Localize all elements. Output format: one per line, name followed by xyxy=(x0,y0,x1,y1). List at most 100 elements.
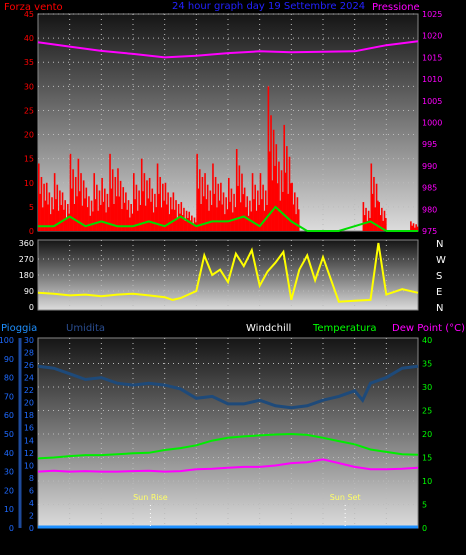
wind-bar xyxy=(93,173,96,231)
wind-bar xyxy=(100,204,102,231)
wind-bar xyxy=(283,124,286,231)
wind-bar xyxy=(48,192,51,231)
humidity-y-tick: 20 xyxy=(24,399,34,408)
wind-bar xyxy=(288,156,291,231)
wind-bar xyxy=(278,161,280,231)
wind-bar xyxy=(286,146,288,231)
wind-bar xyxy=(127,200,130,231)
wind-bar xyxy=(76,196,78,231)
wind-bar xyxy=(39,193,41,231)
direction-y-tick: 270 xyxy=(19,255,34,264)
rain-y-tick: 50 xyxy=(4,430,14,439)
wind-bar xyxy=(222,192,225,231)
wind-bar xyxy=(287,193,289,231)
p1-x-tick: 02 xyxy=(64,234,74,243)
wind-bar xyxy=(60,204,63,231)
wind-bar xyxy=(107,207,110,231)
wind-bar xyxy=(260,199,263,231)
pressure-y-tick: 1015 xyxy=(422,53,442,62)
wind-bar xyxy=(241,173,243,231)
wind-bar xyxy=(410,221,412,231)
rain-y-tick: 70 xyxy=(4,392,14,401)
wind-bar xyxy=(72,169,74,231)
wind-bar xyxy=(217,183,220,231)
wind-y-tick: 5 xyxy=(29,203,34,212)
wind-y-tick: 25 xyxy=(24,106,34,115)
pressure-y-tick: 1005 xyxy=(422,97,442,106)
wind-bar xyxy=(255,210,258,231)
wind-bar xyxy=(369,217,371,231)
rain-y-tick: 100 xyxy=(0,336,14,345)
wind-bar xyxy=(136,210,139,231)
wind-bar xyxy=(414,227,416,231)
wind-bar xyxy=(106,193,109,231)
wind-bar xyxy=(257,190,259,231)
wind-bar xyxy=(169,197,172,231)
p3-x-tick: 06 xyxy=(127,531,137,540)
wind-bar xyxy=(133,173,135,231)
wind-bar xyxy=(245,207,247,231)
wind-bar xyxy=(268,151,271,231)
wind-bar xyxy=(205,199,208,231)
wind-bar xyxy=(189,220,192,231)
wind-bar xyxy=(280,170,283,231)
wind-bar xyxy=(118,196,121,231)
wind-bar xyxy=(125,192,127,231)
pressure-y-tick: 980 xyxy=(422,205,437,214)
wind-bar xyxy=(208,210,210,231)
wind-direction-line xyxy=(37,242,419,303)
sunrise-label: Sun Rise xyxy=(133,493,168,502)
wind-bar xyxy=(377,200,379,231)
p3-x-tick: 04 xyxy=(95,531,105,540)
wind-bar xyxy=(374,207,377,231)
wind-bar xyxy=(274,165,276,231)
wind-bar xyxy=(206,184,209,231)
wind-bar xyxy=(365,207,367,231)
p3-x-tick: 22 xyxy=(380,531,390,540)
p3-x-tick: 14 xyxy=(254,531,264,540)
wind-bar xyxy=(68,213,70,231)
direction-y-tick: 180 xyxy=(19,271,34,280)
wind-bar xyxy=(140,158,143,231)
wind-bar xyxy=(44,200,47,231)
p1-x-tick: 10 xyxy=(190,234,200,243)
humidity-line xyxy=(37,364,419,410)
direction-letter: N xyxy=(436,303,443,314)
wind-bar xyxy=(371,193,374,231)
wind-bar xyxy=(167,192,169,231)
wind-bar xyxy=(163,200,165,231)
p3-x-tick: 16 xyxy=(285,531,295,540)
wind-bar xyxy=(158,193,160,231)
wind-bar xyxy=(84,198,86,231)
humidity-y-tick: 28 xyxy=(24,349,34,358)
wind-bar xyxy=(85,187,88,231)
wind-bar xyxy=(115,196,118,231)
wind-bar xyxy=(171,209,173,231)
wind-bar xyxy=(381,207,383,231)
wind-bar xyxy=(113,203,115,231)
wind-bar xyxy=(38,163,40,231)
wind-bar xyxy=(293,192,296,231)
wind-bar xyxy=(179,213,181,231)
wind-bar xyxy=(210,204,213,231)
humidity-y-tick: 0 xyxy=(29,524,34,533)
humidity-y-tick: 8 xyxy=(29,474,34,483)
wind-bar xyxy=(192,224,194,231)
wind-bar xyxy=(228,177,230,231)
wind-bar xyxy=(89,215,92,231)
wind-bar xyxy=(65,217,68,231)
pressure-y-tick: 975 xyxy=(422,227,437,236)
wind-bar xyxy=(184,220,187,231)
wind-bar xyxy=(276,183,279,231)
wind-bar xyxy=(366,220,369,231)
temp-y-tick: 30 xyxy=(422,383,432,392)
wind-bar xyxy=(144,205,147,231)
wind-bar xyxy=(134,199,136,231)
wind-bar xyxy=(370,163,373,231)
humidity-y-tick: 4 xyxy=(29,499,34,508)
wind-bar xyxy=(204,173,206,231)
wind-bar xyxy=(172,192,175,231)
humidity-y-tick: 16 xyxy=(24,424,34,433)
direction-y-tick: 90 xyxy=(24,287,34,296)
